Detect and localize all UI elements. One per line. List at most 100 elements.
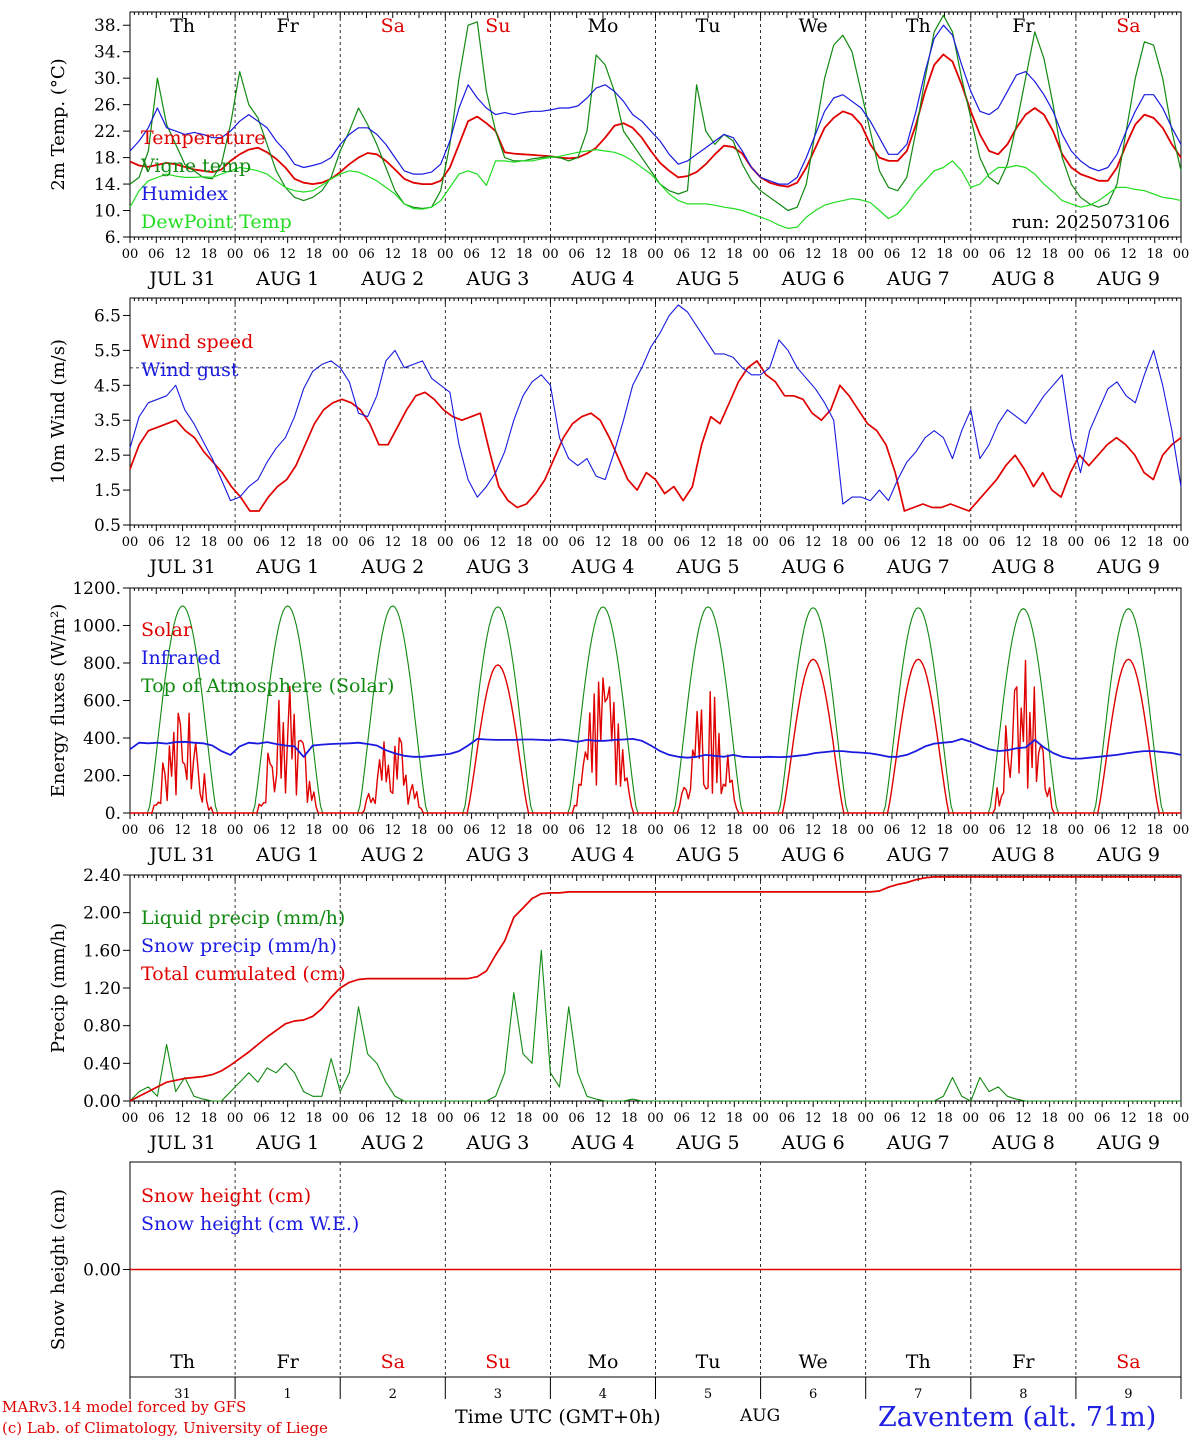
legend-entry: Top of Atmosphere (Solar) (141, 675, 394, 697)
series-line (129, 360, 1182, 512)
hour-tick-label: 00 (647, 535, 664, 550)
hour-tick-label: 06 (1094, 823, 1111, 838)
model-credit: MARv3.14 model forced by GFS (2, 1398, 247, 1416)
y-tick-label: 0.5 (94, 516, 121, 536)
hour-tick-label: 18 (1146, 535, 1163, 550)
y-tick-label: 6. (105, 228, 121, 248)
hour-tick-label: 18 (621, 823, 638, 838)
hour-tick-label: 12 (384, 535, 401, 550)
hour-tick-label: 00 (122, 1111, 139, 1126)
y-tick-label: 34. (94, 43, 121, 63)
hour-tick-label: 18 (726, 535, 743, 550)
hour-tick-label: 00 (542, 535, 559, 550)
hour-tick-label: 18 (1146, 823, 1163, 838)
hour-tick-label: 12 (1015, 823, 1032, 838)
weekday-label: Fr (1012, 15, 1035, 37)
hour-tick-label: 06 (674, 535, 691, 550)
y-tick-label: 1000. (72, 617, 121, 637)
hour-tick-label: 18 (621, 1111, 638, 1126)
infrared-line (129, 738, 1182, 760)
hour-tick-label: 00 (752, 247, 769, 262)
day-date-label: JUL 31 (147, 556, 215, 578)
hour-tick-label: 06 (674, 823, 691, 838)
y-tick-label: 14. (94, 175, 121, 195)
hour-tick-label: 12 (384, 247, 401, 262)
lab-credit: (c) Lab. of Climatology, University of L… (2, 1419, 328, 1437)
day-date-label: AUG 3 (465, 1132, 529, 1154)
hour-tick-label: 12 (595, 247, 612, 262)
day-date-label: AUG 1 (255, 844, 319, 866)
hour-tick-label: 18 (936, 535, 953, 550)
series-line (129, 304, 1182, 505)
day-date-label: AUG 8 (991, 268, 1055, 290)
legend-entry: Liquid precip (mm/h) (141, 907, 345, 929)
hour-tick-label: 18 (831, 247, 848, 262)
hour-tick-label: 00 (857, 247, 874, 262)
legend-entry: Solar (141, 619, 193, 641)
hour-tick-label: 00 (1068, 535, 1085, 550)
day-date-label: JUL 31 (147, 1132, 215, 1154)
hour-tick-label: 00 (647, 1111, 664, 1126)
series-line (129, 24, 1182, 185)
hour-tick-label: 06 (463, 823, 480, 838)
hour-tick-label: 12 (174, 823, 191, 838)
hour-tick-label: 00 (752, 1111, 769, 1126)
day-number-label: 8 (1019, 1387, 1027, 1402)
day-date-label: AUG 4 (570, 268, 634, 290)
hour-tick-label: 18 (726, 823, 743, 838)
hour-tick-label: 00 (437, 1111, 454, 1126)
weekday-label: Sa (381, 1351, 405, 1373)
y-tick-label: 0.00 (83, 1092, 121, 1112)
day-date-label: AUG 2 (360, 844, 424, 866)
y-tick-label: 1200. (72, 579, 121, 599)
weekday-label: Mo (587, 1351, 618, 1373)
hour-tick-label: 12 (1015, 247, 1032, 262)
day-date-label: AUG 9 (1096, 268, 1160, 290)
hour-tick-label: 00 (122, 247, 139, 262)
hour-tick-label: 06 (1094, 1111, 1111, 1126)
hour-tick-label: 12 (595, 1111, 612, 1126)
day-date-label: AUG 4 (570, 556, 634, 578)
hour-tick-label: 12 (490, 1111, 507, 1126)
hour-tick-label: 00 (857, 823, 874, 838)
day-date-label: AUG 6 (781, 556, 845, 578)
hour-tick-label: 18 (1041, 823, 1058, 838)
hour-tick-label: 00 (1173, 247, 1190, 262)
day-date-label: AUG 8 (991, 1132, 1055, 1154)
hour-tick-label: 18 (516, 247, 533, 262)
hour-tick-label: 12 (490, 247, 507, 262)
hour-tick-label: 12 (1015, 535, 1032, 550)
hour-tick-label: 06 (358, 823, 375, 838)
hour-tick-label: 18 (726, 247, 743, 262)
y-tick-label: 5.5 (94, 341, 121, 361)
hour-tick-label: 12 (1120, 247, 1137, 262)
hour-tick-label: 00 (1068, 823, 1085, 838)
hour-tick-label: 12 (279, 535, 296, 550)
day-date-label: AUG 7 (886, 556, 950, 578)
hour-tick-label: 06 (779, 247, 796, 262)
legend-entry: Total cumulated (cm) (141, 963, 346, 985)
hour-tick-label: 06 (253, 247, 270, 262)
y-tick-label: 0.80 (83, 1017, 121, 1037)
hour-tick-label: 18 (1041, 535, 1058, 550)
weekday-label: Fr (277, 1351, 300, 1373)
hour-tick-label: 06 (358, 535, 375, 550)
day-date-label: AUG 8 (991, 844, 1055, 866)
hour-tick-label: 18 (936, 247, 953, 262)
hour-tick-label: 12 (279, 823, 296, 838)
y-axis-label: Snow height (cm) (48, 1189, 69, 1350)
hour-tick-label: 06 (568, 823, 585, 838)
y-axis-label: 2m Temp. (°C) (48, 58, 69, 190)
weekday-label: Th (906, 1351, 931, 1373)
station-name: Zaventem (alt. 71m) (878, 1402, 1157, 1433)
legend-entry: Humidex (141, 183, 228, 205)
legend-entry: Wind gust (141, 359, 239, 381)
weekday-label: Mo (587, 15, 618, 37)
day-date-label: AUG 5 (676, 556, 740, 578)
hour-tick-label: 18 (621, 247, 638, 262)
hour-tick-label: 06 (463, 1111, 480, 1126)
hour-tick-label: 06 (463, 247, 480, 262)
y-tick-label: 0.00 (83, 1261, 121, 1281)
hour-tick-label: 06 (358, 247, 375, 262)
